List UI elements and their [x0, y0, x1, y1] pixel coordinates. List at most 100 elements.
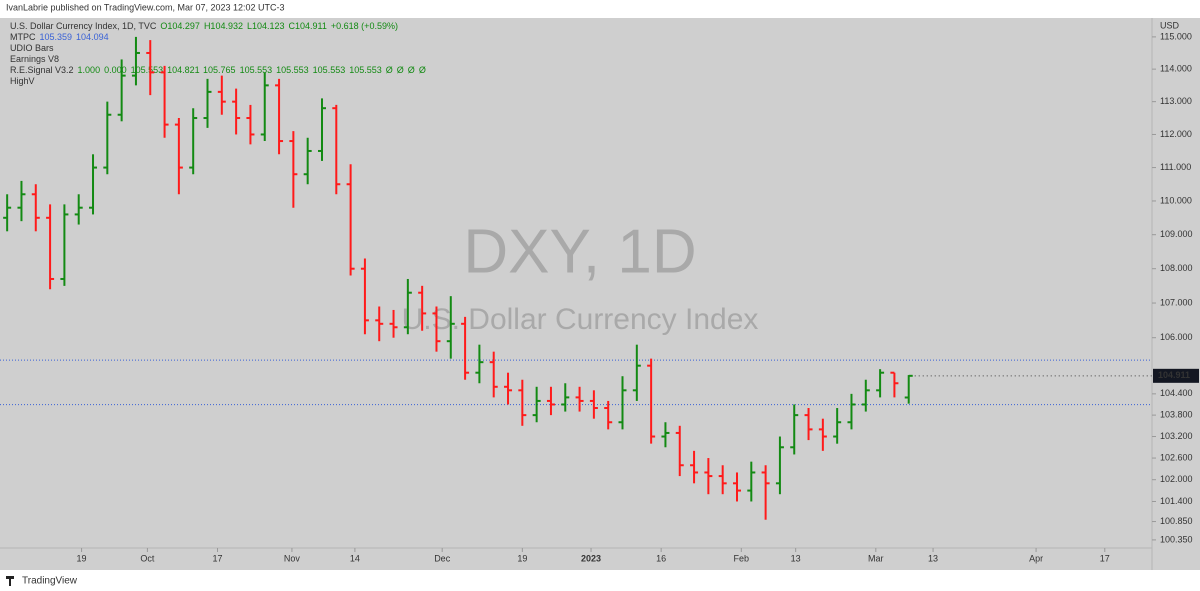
- price-bar: [561, 383, 570, 412]
- x-tick-label: 2023: [581, 553, 601, 563]
- last-price-label: 104.911: [1158, 370, 1190, 380]
- y-tick-label: 106.000: [1160, 332, 1193, 342]
- y-tick-label: 101.400: [1160, 496, 1193, 506]
- legend-item: Ø: [397, 65, 404, 75]
- y-tick-label: 115.000: [1160, 31, 1192, 41]
- price-bar: [461, 316, 470, 380]
- price-bar: [475, 344, 484, 384]
- price-bar: [661, 422, 670, 448]
- price-bar: [604, 400, 613, 430]
- x-tick-label: Apr: [1029, 553, 1043, 563]
- legend-item: O104.297: [160, 21, 200, 31]
- x-tick-label: 17: [213, 553, 223, 563]
- price-bar: [346, 164, 355, 276]
- x-tick-label: 19: [77, 553, 87, 563]
- price-bar: [732, 472, 741, 502]
- legend-item: +0.618 (+0.59%): [331, 21, 398, 31]
- price-bar: [847, 393, 856, 430]
- price-bar: [103, 101, 112, 175]
- price-bar: [618, 376, 627, 430]
- legend-item: Ø: [408, 65, 415, 75]
- legend-item: 105.553: [131, 65, 164, 75]
- price-bar: [704, 458, 713, 495]
- legend-item: 105.553: [313, 65, 346, 75]
- price-bar: [546, 386, 555, 416]
- price-bar: [818, 418, 827, 451]
- x-tick-label: 13: [791, 553, 801, 563]
- price-bar: [17, 180, 26, 222]
- price-bar: [46, 204, 55, 290]
- x-tick-label: Oct: [140, 553, 155, 563]
- watermark: U.S. Dollar Currency Index: [402, 303, 759, 336]
- price-bar: [160, 65, 169, 138]
- legend-item: H104.932: [204, 21, 243, 31]
- y-tick-label: 114.000: [1160, 64, 1192, 74]
- price-bar: [575, 386, 584, 412]
- brand-logo: [6, 576, 14, 586]
- price-bar: [131, 36, 140, 86]
- footer: [0, 570, 1200, 591]
- legend-name: MTPC: [10, 32, 36, 42]
- legend-line: UDIO Bars: [10, 43, 54, 53]
- legend-item: 1.000: [78, 65, 101, 75]
- last-price-box: [1153, 368, 1199, 383]
- price-bar: [904, 374, 913, 404]
- legend-item: Ø: [386, 65, 393, 75]
- y-tick-label: 102.000: [1160, 474, 1193, 484]
- legend-name: U.S. Dollar Currency Index, 1D, TVC: [10, 21, 157, 31]
- price-bar: [690, 450, 699, 484]
- price-bar: [876, 369, 885, 398]
- y-tick-label: 103.800: [1160, 409, 1193, 419]
- price-bar: [718, 465, 727, 495]
- top-strip: [0, 0, 1200, 18]
- x-tick-label: Nov: [284, 553, 301, 563]
- legend-line: U.S. Dollar Currency Index, 1D, TVC O104.…: [10, 21, 398, 31]
- legend-level: 104.094: [76, 32, 109, 42]
- price-bar: [203, 78, 212, 128]
- price-bar: [489, 351, 498, 398]
- price-bar: [375, 306, 384, 342]
- y-tick-label: 108.000: [1160, 263, 1193, 273]
- price-bar: [246, 104, 255, 145]
- legend-item: Ø: [419, 65, 426, 75]
- y-tick-label: 110.000: [1160, 195, 1192, 205]
- price-bar: [589, 390, 598, 419]
- price-bar: [74, 194, 83, 225]
- legend-item: 105.553: [349, 65, 382, 75]
- price-bar: [217, 75, 226, 115]
- price-bar: [632, 344, 641, 401]
- price-bar: [532, 386, 541, 423]
- y-tick-label: 104.400: [1160, 388, 1193, 398]
- price-bar: [189, 108, 198, 175]
- legend-line: HighV: [10, 76, 35, 86]
- legend-line: R.E.Signal V3.2 1.000 0.000 105.553 104.821 1…: [10, 65, 426, 75]
- x-tick-label: Dec: [434, 553, 451, 563]
- price-bar: [289, 131, 298, 208]
- legend-level: 105.359: [40, 32, 73, 42]
- price-bar: [804, 408, 813, 441]
- y-tick-label: 111.000: [1160, 162, 1191, 172]
- y-tick-label: 103.200: [1160, 431, 1193, 441]
- brand[interactable]: TradingView: [22, 576, 78, 587]
- x-tick-label: 17: [1100, 553, 1110, 563]
- price-bar: [89, 154, 98, 215]
- price-bar: [790, 404, 799, 455]
- price-bar: [518, 379, 527, 426]
- legend-item: 105.553: [240, 65, 273, 75]
- price-bar: [761, 465, 770, 520]
- price-bar: [275, 78, 284, 155]
- legend-line: MTPC 105.359 104.094: [10, 32, 109, 42]
- price-bar: [833, 408, 842, 444]
- pane: [0, 18, 1200, 570]
- legend-name: Earnings V8: [10, 54, 59, 64]
- price-bar: [775, 436, 784, 495]
- legend-name: HighV: [10, 76, 35, 86]
- price-bar: [432, 306, 441, 352]
- price-bar: [117, 59, 126, 122]
- price-bar: [3, 194, 12, 232]
- y-tick-label: 102.600: [1160, 452, 1193, 462]
- legend-item: 105.765: [203, 65, 236, 75]
- legend-line: Earnings V8: [10, 54, 59, 64]
- price-bar: [403, 278, 412, 335]
